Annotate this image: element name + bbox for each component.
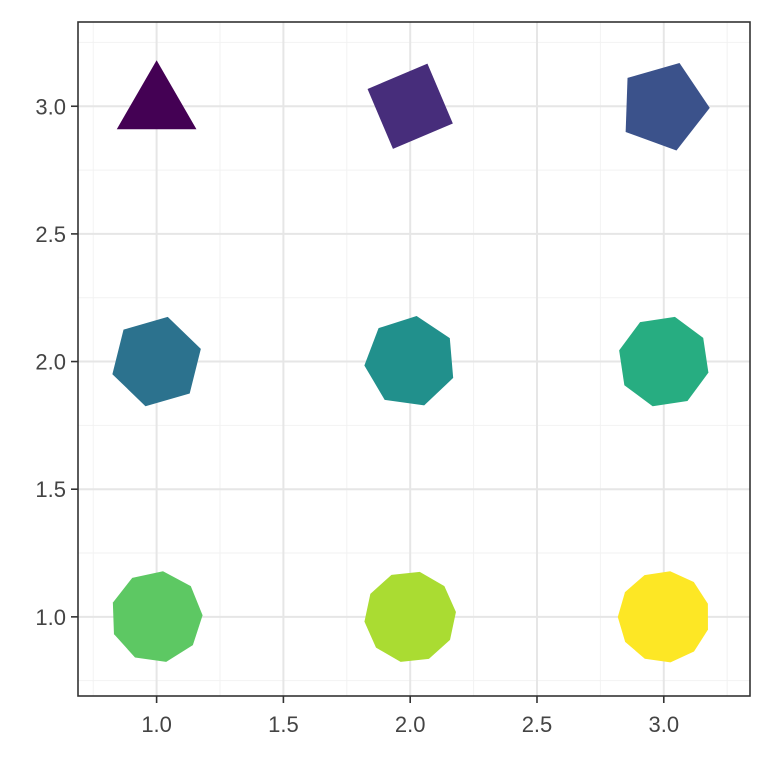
y-tick-label: 2.0 [35, 350, 66, 375]
x-tick-label: 3.0 [648, 712, 679, 737]
data-point-polygon-3-sides [116, 60, 197, 130]
panel-border [77, 21, 751, 697]
y-tick-label: 1.5 [35, 477, 66, 502]
x-tick-label: 1.0 [141, 712, 172, 737]
x-axis: 1.0 1.5 2.0 2.5 3.0 [141, 696, 679, 737]
y-tick-label: 3.0 [35, 94, 66, 119]
x-tick-label: 2.5 [522, 712, 553, 737]
y-tick-label: 1.0 [35, 605, 66, 630]
y-axis: 1.0 1.5 2.0 2.5 3.0 [35, 94, 78, 630]
data-point-polygon-7-sides [364, 316, 454, 406]
data-point-polygon-9-sides [112, 571, 203, 662]
minor-grid [78, 22, 750, 696]
y-tick-label: 2.5 [35, 222, 66, 247]
x-tick-label: 2.0 [395, 712, 426, 737]
data-point-polygon-11-sides [617, 571, 708, 663]
data-point-polygon-4-sides [367, 63, 453, 149]
data-point-polygon-6-sides [112, 316, 201, 407]
data-points [112, 60, 710, 663]
x-tick-label: 1.5 [268, 712, 299, 737]
data-point-polygon-5-sides [625, 63, 710, 151]
data-point-polygon-8-sides [619, 316, 709, 407]
data-point-polygon-10-sides [364, 571, 456, 662]
